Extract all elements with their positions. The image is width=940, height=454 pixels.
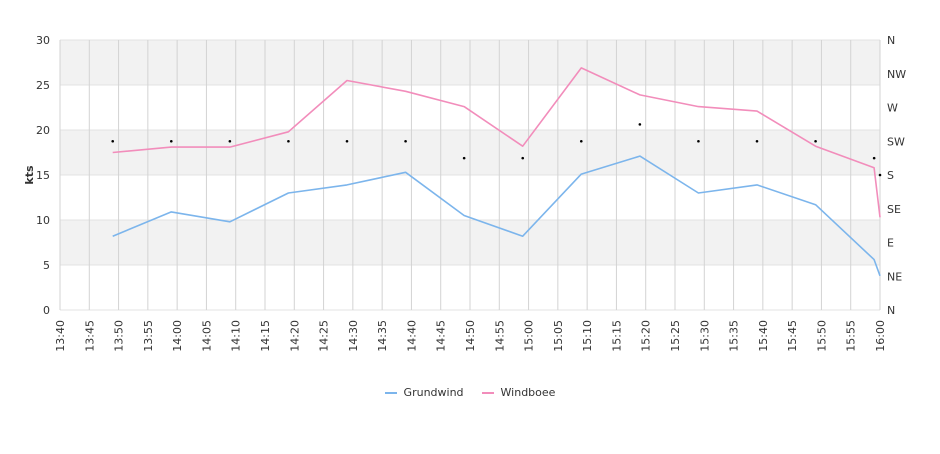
y-axis-label: kts <box>23 165 36 185</box>
x-tick-label: 14:00 <box>171 320 184 352</box>
direction-marker <box>462 156 466 160</box>
x-tick-label: 14:25 <box>318 320 331 352</box>
x-tick-label: 14:35 <box>376 320 389 352</box>
x-tick-label: 14:45 <box>435 320 448 352</box>
y-tick-label: 5 <box>43 259 50 272</box>
legend-item-windboee[interactable]: Windboee <box>481 386 556 399</box>
x-tick-label: 15:50 <box>815 320 828 352</box>
direction-markers <box>111 123 882 177</box>
direction-marker <box>638 123 642 126</box>
legend-item-grundwind[interactable]: Grundwind <box>384 386 464 399</box>
x-tick-label: 15:10 <box>581 320 594 352</box>
x-tick-label: 14:15 <box>259 320 272 352</box>
x-tick-label: 15:00 <box>523 320 536 352</box>
direction-marker <box>287 139 290 143</box>
x-tick-label: 15:35 <box>728 320 741 352</box>
x-tick-label: 13:55 <box>142 320 155 352</box>
direction-tick-label: N <box>887 304 895 317</box>
direction-marker <box>169 139 173 143</box>
direction-tick-label: NW <box>887 68 906 81</box>
x-tick-label: 14:05 <box>200 320 213 352</box>
direction-tick-label: N <box>887 34 895 47</box>
direction-marker <box>755 139 759 143</box>
x-tick-label: 14:50 <box>464 320 477 352</box>
grid-lines <box>59 39 881 311</box>
direction-marker <box>521 156 525 160</box>
x-tick-label: 15:20 <box>640 320 653 352</box>
direction-tick-label: W <box>887 102 898 115</box>
direction-marker <box>579 139 583 143</box>
x-tick-label: 15:15 <box>610 320 623 352</box>
direction-marker <box>111 139 115 143</box>
x-tick-label: 14:40 <box>405 320 418 352</box>
series-lines <box>112 67 881 277</box>
x-tick-label: 13:50 <box>113 320 126 352</box>
direction-marker <box>345 139 349 143</box>
legend: Grundwind Windboee <box>0 386 940 399</box>
x-tick-label: 15:25 <box>669 320 682 352</box>
x-tick-label: 15:30 <box>698 320 711 352</box>
x-tick-label: 15:05 <box>552 320 565 352</box>
x-tick-label: 13:45 <box>83 320 96 352</box>
direction-marker <box>228 139 232 143</box>
x-tick-label: 15:40 <box>757 320 770 352</box>
direction-marker <box>814 139 817 143</box>
y-tick-label: 20 <box>36 124 50 137</box>
x-tick-label: 15:45 <box>786 320 799 352</box>
x-tick-label: 15:55 <box>845 320 858 352</box>
direction-marker <box>404 139 407 143</box>
y-tick-label: 30 <box>36 34 50 47</box>
direction-tick-label: SW <box>887 135 905 148</box>
y-tick-label: 0 <box>43 304 50 317</box>
direction-tick-label: NE <box>887 270 902 283</box>
direction-marker <box>872 156 876 160</box>
y-axis-right-directions: N NE E SE S SW W NW N <box>887 34 906 317</box>
x-tick-label: 16:00 <box>874 320 887 352</box>
series-line-grundwind <box>112 155 881 277</box>
x-tick-label: 14:10 <box>230 320 243 352</box>
x-tick-label: 14:30 <box>347 320 360 352</box>
x-tick-label: 14:20 <box>288 320 301 352</box>
legend-label: Grundwind <box>403 386 464 399</box>
series-line-windboee <box>112 67 881 218</box>
direction-marker <box>697 139 700 143</box>
direction-marker <box>878 173 882 177</box>
y-tick-label: 15 <box>36 169 50 182</box>
x-tick-label: 14:55 <box>493 320 506 352</box>
legend-label: Windboee <box>500 386 556 399</box>
x-tick-label: 13:40 <box>54 320 67 352</box>
y-axis-left: 0 5 10 15 20 25 30 <box>36 34 50 317</box>
direction-tick-label: E <box>887 237 894 250</box>
y-tick-label: 10 <box>36 214 50 227</box>
legend-swatch <box>384 391 397 394</box>
y-tick-label: 25 <box>36 79 50 92</box>
direction-tick-label: S <box>887 169 894 182</box>
x-axis: 13:40 13:45 13:50 13:55 14:00 14:05 14:10 14:15… <box>54 320 887 352</box>
legend-swatch <box>481 391 494 394</box>
direction-tick-label: SE <box>887 203 901 216</box>
